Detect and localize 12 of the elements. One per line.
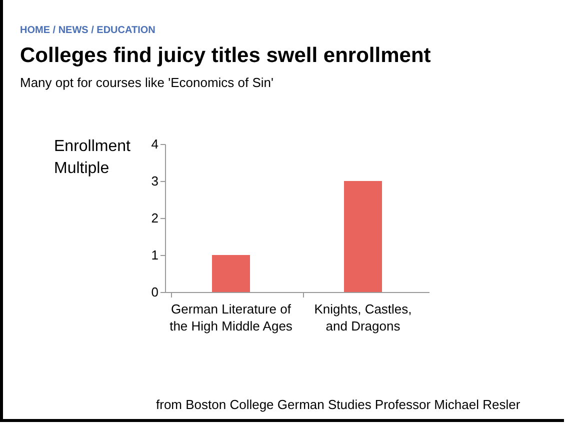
text: from Boston College German Studies Professor Michael Resler — [156, 397, 520, 412]
y-tick-label: 2 — [151, 210, 158, 226]
x-tick-label: Knights, Castles, and Dragons — [314, 302, 412, 334]
y-tick-label: 1 — [151, 248, 158, 262]
y-tick-label: 0 — [151, 284, 158, 300]
x-tick-label: German Literature of the High Middle Ages — [170, 302, 293, 334]
chart-title: Colleges find juicy titles swell enrollment — [20, 44, 431, 68]
y-axis-title: Enrollment Multiple — [54, 138, 130, 177]
y-tick-label: 3 — [151, 174, 158, 188]
text: HOME / NEWS / EDUCATION — [20, 25, 156, 36]
chart-subtitle: Many opt for courses like 'Economics of Sin' — [20, 75, 274, 90]
y-tick-label: 4 — [151, 136, 158, 152]
